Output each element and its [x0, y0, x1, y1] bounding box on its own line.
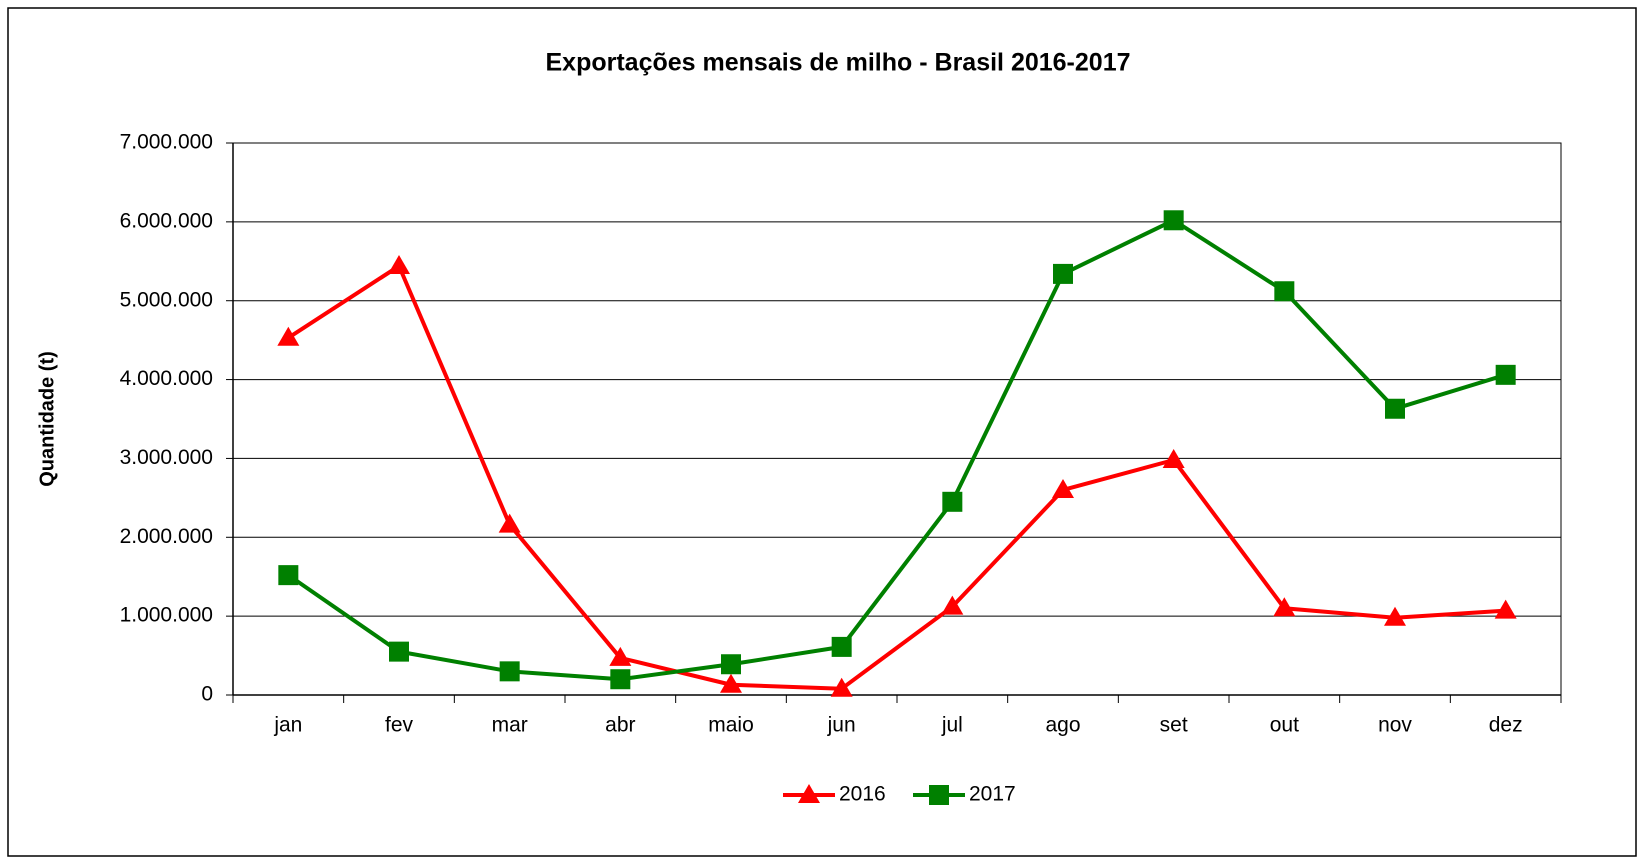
x-tick-label: abr: [605, 714, 635, 737]
point-marker: [610, 669, 631, 690]
chart-title: Exportações mensais de milho - Brasil 20…: [546, 49, 1131, 77]
y-tick-label: 0: [201, 683, 213, 706]
x-tick-label: jan: [273, 714, 302, 737]
point-marker: [1273, 597, 1296, 617]
y-tick-label: 1.000.000: [120, 604, 213, 627]
y-tick-label: 2.000.000: [120, 525, 213, 548]
point-marker: [499, 661, 520, 682]
y-axis-title: Quantidade (t): [36, 351, 58, 487]
point-marker: [278, 565, 299, 586]
x-tick-label: set: [1160, 714, 1188, 737]
x-tick-label: jun: [827, 714, 856, 737]
x-tick-label: maio: [708, 714, 754, 737]
x-tick-label: out: [1270, 714, 1299, 737]
x-tick-label: nov: [1378, 714, 1412, 737]
y-tick-label: 4.000.000: [120, 367, 213, 390]
point-marker: [831, 636, 852, 657]
point-marker: [1495, 364, 1516, 385]
x-tick-label: ago: [1045, 714, 1080, 737]
point-marker: [1385, 398, 1405, 419]
point-marker: [1162, 449, 1185, 469]
y-tick-label: 5.000.000: [120, 288, 213, 311]
point-marker: [1384, 606, 1406, 626]
point-marker: [720, 673, 742, 693]
y-tick-label: 3.000.000: [120, 446, 213, 469]
series-line: [287, 218, 1507, 682]
point-marker: [388, 255, 410, 275]
legend-label: 2017: [969, 783, 1016, 806]
point-marker: [609, 646, 632, 666]
y-tick-label: 7.000.000: [120, 131, 213, 154]
point-marker: [1053, 263, 1073, 284]
point-marker: [1494, 599, 1517, 619]
point-marker: [1163, 210, 1184, 231]
point-marker: [941, 595, 964, 615]
point-marker: [721, 654, 741, 675]
x-tick-label: fev: [385, 714, 414, 737]
legend-swatch-marker: [929, 785, 949, 805]
point-marker: [498, 513, 521, 533]
plot-area: [232, 142, 1562, 696]
point-marker: [277, 326, 300, 346]
x-tick-label: jul: [941, 714, 963, 737]
point-marker: [942, 491, 963, 512]
series-line: [287, 264, 1506, 691]
point-marker: [830, 677, 853, 697]
x-tick-label: mar: [492, 714, 528, 737]
point-marker: [389, 641, 409, 662]
y-tick-label: 6.000.000: [120, 209, 213, 232]
point-marker: [1274, 281, 1295, 302]
x-tick-label: dez: [1489, 714, 1523, 737]
legend-label: 2016: [839, 783, 886, 806]
legend-swatch-marker: [798, 784, 820, 803]
point-marker: [1052, 478, 1074, 498]
